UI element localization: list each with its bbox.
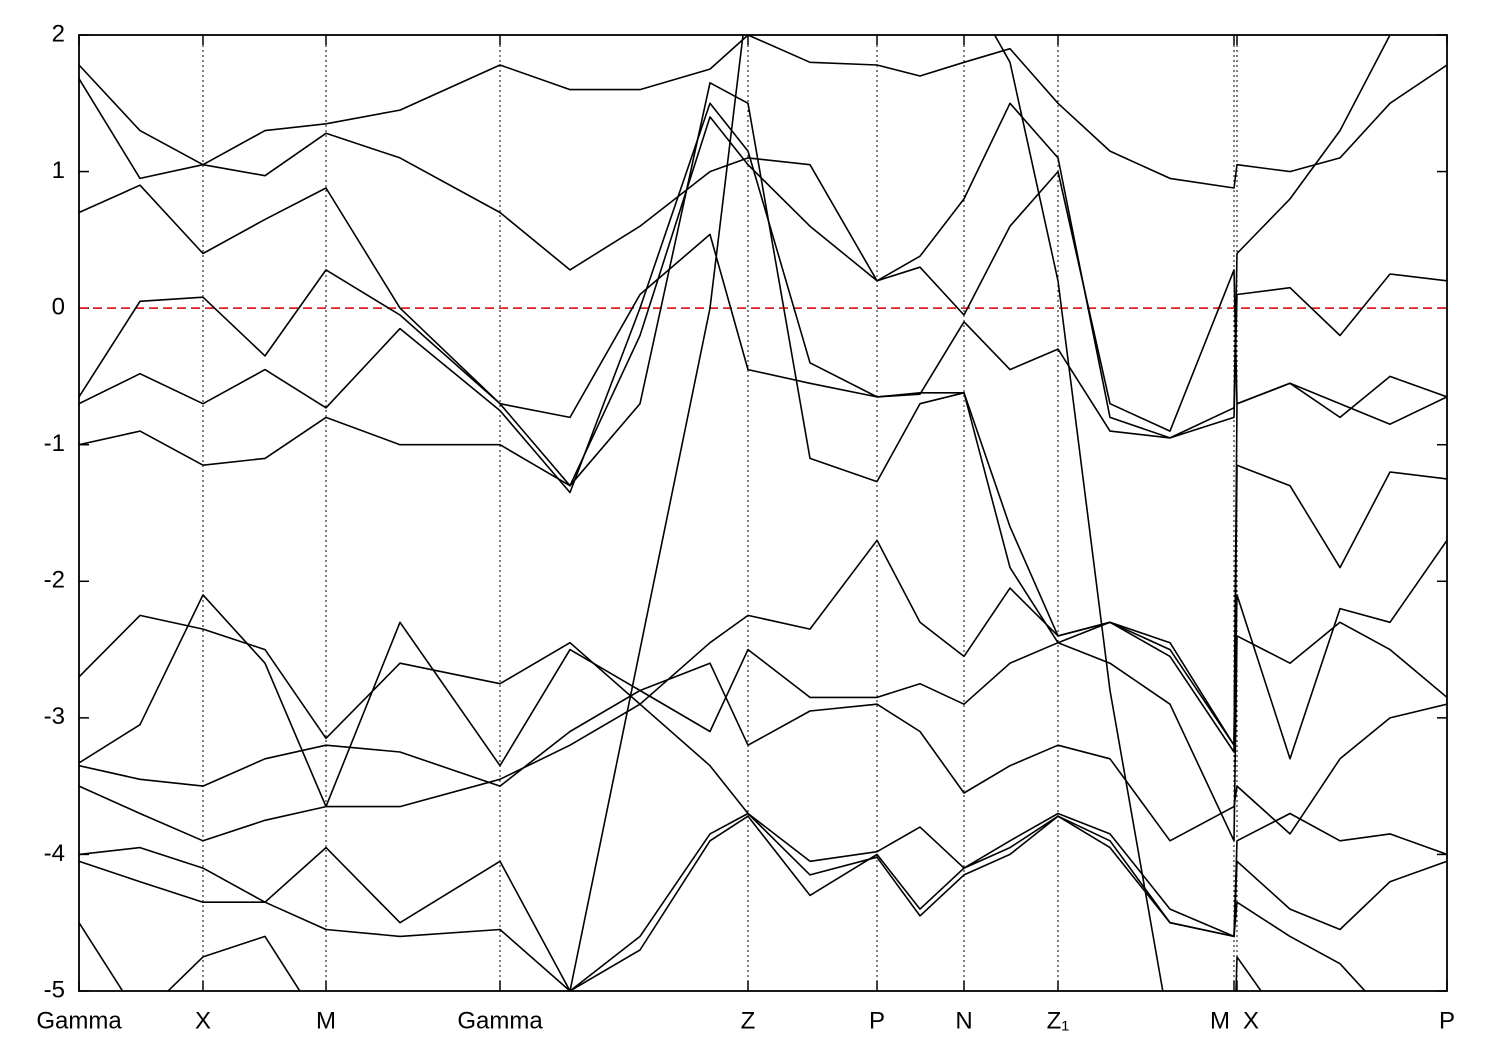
- x-tick-label: X: [195, 1007, 211, 1034]
- band-line: [79, 539, 1447, 760]
- y-tick-label: -1: [44, 430, 65, 457]
- x-tick-label: P: [869, 1007, 885, 1034]
- y-tick-label: -4: [44, 840, 65, 867]
- x-tick-label: P: [1439, 1007, 1455, 1034]
- x-tick-label: X: [1243, 1007, 1259, 1034]
- x-tick-label: M: [1210, 1007, 1230, 1034]
- y-tick-label: 1: [52, 157, 65, 184]
- band-line: [79, 812, 1447, 991]
- y-tick-label: 0: [52, 293, 65, 320]
- band-line: [79, 102, 1447, 746]
- band-line: [79, 82, 1447, 753]
- x-tick-label: Z: [741, 1007, 756, 1034]
- x-tick-label: Z₁: [1047, 1007, 1070, 1034]
- band-line: [79, 815, 1367, 991]
- y-tick-label: -3: [44, 703, 65, 730]
- x-tick-label: M: [316, 1007, 336, 1034]
- plot-frame: [78, 34, 1448, 992]
- band-line: [79, 35, 1447, 189]
- x-tick-label: Gamma: [36, 1007, 122, 1034]
- band-line: [79, 662, 1447, 842]
- band-line: [79, 35, 1263, 991]
- x-tick-label: N: [955, 1007, 972, 1034]
- y-tick-label: 2: [52, 20, 65, 47]
- y-tick-label: -5: [44, 976, 65, 1003]
- y-tick-label: -2: [44, 567, 65, 594]
- band-line: [79, 703, 1447, 938]
- x-tick-label: Gamma: [457, 1007, 543, 1034]
